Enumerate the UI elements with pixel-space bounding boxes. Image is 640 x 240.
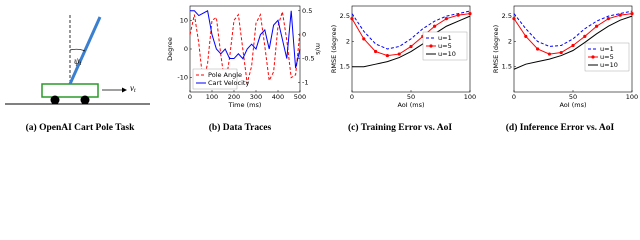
legend-label: Pole Angle	[208, 71, 242, 79]
series-marker	[571, 43, 575, 48]
legend-label: u=10	[438, 50, 456, 58]
legend-label: u=5	[600, 53, 614, 61]
angle-symbol: ψ	[74, 56, 80, 66]
chart: 0 50 100 1.5 2 2.5 AoI (ms) RMSE (degree) u=1u=5…	[492, 5, 638, 109]
series-line	[351, 10, 471, 50]
x-tick-label: 100	[206, 93, 218, 101]
y-tick-label: 2	[346, 37, 350, 45]
series-line	[189, 11, 301, 87]
series-marker	[444, 17, 448, 21]
wheel	[80, 95, 90, 105]
series-marker	[536, 47, 540, 51]
caption: (d) Inference Error vs. AoI	[506, 122, 615, 133]
series-marker	[456, 13, 460, 17]
series-marker	[618, 13, 622, 17]
x-tick-label: 0	[188, 93, 192, 101]
y-tick-label: 2	[508, 37, 512, 45]
y-tick-label: 2.5	[502, 12, 512, 20]
series-line	[352, 15, 471, 68]
x-tick-label: 200	[228, 93, 240, 101]
series-marker	[374, 49, 378, 54]
legend-label: u=1	[600, 45, 614, 53]
y-axis-label: Degree	[166, 37, 174, 61]
x-tick-label: 50	[407, 93, 415, 101]
velocity-subscript: t	[134, 88, 136, 94]
series-marker	[595, 24, 599, 28]
series-marker	[583, 34, 587, 38]
series-line	[513, 15, 633, 70]
x-tick-label: 0	[512, 93, 516, 101]
x-tick-label: 100	[464, 93, 476, 101]
series-marker	[468, 11, 472, 16]
series-marker	[524, 34, 528, 38]
series-marker	[362, 37, 366, 41]
velocity-label: vt	[130, 83, 136, 94]
series-marker	[606, 17, 611, 21]
legend-label: u=10	[600, 61, 618, 69]
wheel	[50, 95, 60, 105]
y-tick-label: 0	[184, 45, 188, 53]
angle-arc	[69, 48, 86, 52]
x-axis-label: AoI (ms)	[559, 101, 586, 109]
x-axis-label: Time (ms)	[228, 101, 262, 109]
series-marker	[559, 50, 563, 55]
arrow-head	[122, 87, 127, 93]
y-tick-label: 10	[180, 16, 188, 24]
x-tick-label: 0	[350, 93, 354, 101]
legend-label: u=5	[438, 42, 452, 50]
x-axis-label: AoI (ms)	[397, 101, 424, 109]
legend-box	[192, 68, 238, 90]
legend-marker	[429, 44, 433, 48]
x-tick-label: 100	[626, 93, 638, 101]
series-line	[190, 10, 301, 69]
x-tick-label: 300	[250, 93, 262, 101]
series-marker	[512, 17, 516, 21]
series-marker	[433, 24, 437, 28]
legend-label: u=1	[438, 34, 452, 42]
series-marker	[630, 11, 634, 16]
chart: 0 100 200 300 400 500 -10 0 10 -1 -0.5 0 0.5 m/s Time …	[166, 5, 322, 109]
caption: (a) OpenAI Cart Pole Task	[26, 122, 135, 133]
y2-axis-label: m/s	[314, 43, 322, 56]
y-tick-label: -10	[177, 74, 188, 82]
chart: 0 50 100 1.5 2 2.5 AoI (ms) RMSE (degree) u=1u=5…	[330, 5, 476, 109]
caption: (c) Training Error vs. AoI	[348, 122, 452, 133]
caption: (b) Data Traces	[209, 122, 272, 133]
y-axis-label: RMSE (degree)	[492, 25, 500, 73]
legend-marker	[591, 55, 595, 59]
velocity-symbol: v	[130, 83, 134, 93]
y2-tick-label: -0.5	[302, 55, 315, 63]
cart	[41, 83, 99, 98]
cart-pole-diagram: ψt vt	[5, 15, 150, 105]
angle-label: ψt	[74, 56, 82, 67]
x-tick-label: 400	[272, 93, 284, 101]
series-marker	[397, 52, 401, 56]
legend-label: Cart Velocity	[208, 79, 249, 87]
series-marker	[350, 17, 354, 21]
y2-tick-label: 0.5	[302, 7, 312, 15]
y2-tick-label: -1	[302, 78, 308, 86]
y-tick-label: 2.5	[340, 12, 350, 20]
y-tick-label: 1.5	[340, 63, 350, 71]
series-marker	[547, 52, 552, 56]
angle-subscript: t	[80, 61, 82, 67]
x-tick-label: 50	[569, 93, 577, 101]
y-tick-label: 1.5	[502, 63, 512, 71]
series-line	[513, 10, 633, 47]
series-marker	[409, 44, 413, 49]
y-axis-label: RMSE (degree)	[330, 25, 338, 73]
series-marker	[385, 53, 389, 58]
pole	[68, 16, 102, 85]
x-tick-label: 500	[294, 93, 306, 101]
figure: ψt vt (a) OpenAI Cart Pole Task (b) Data…	[5, 5, 638, 133]
y2-tick-label: 0	[302, 31, 306, 39]
